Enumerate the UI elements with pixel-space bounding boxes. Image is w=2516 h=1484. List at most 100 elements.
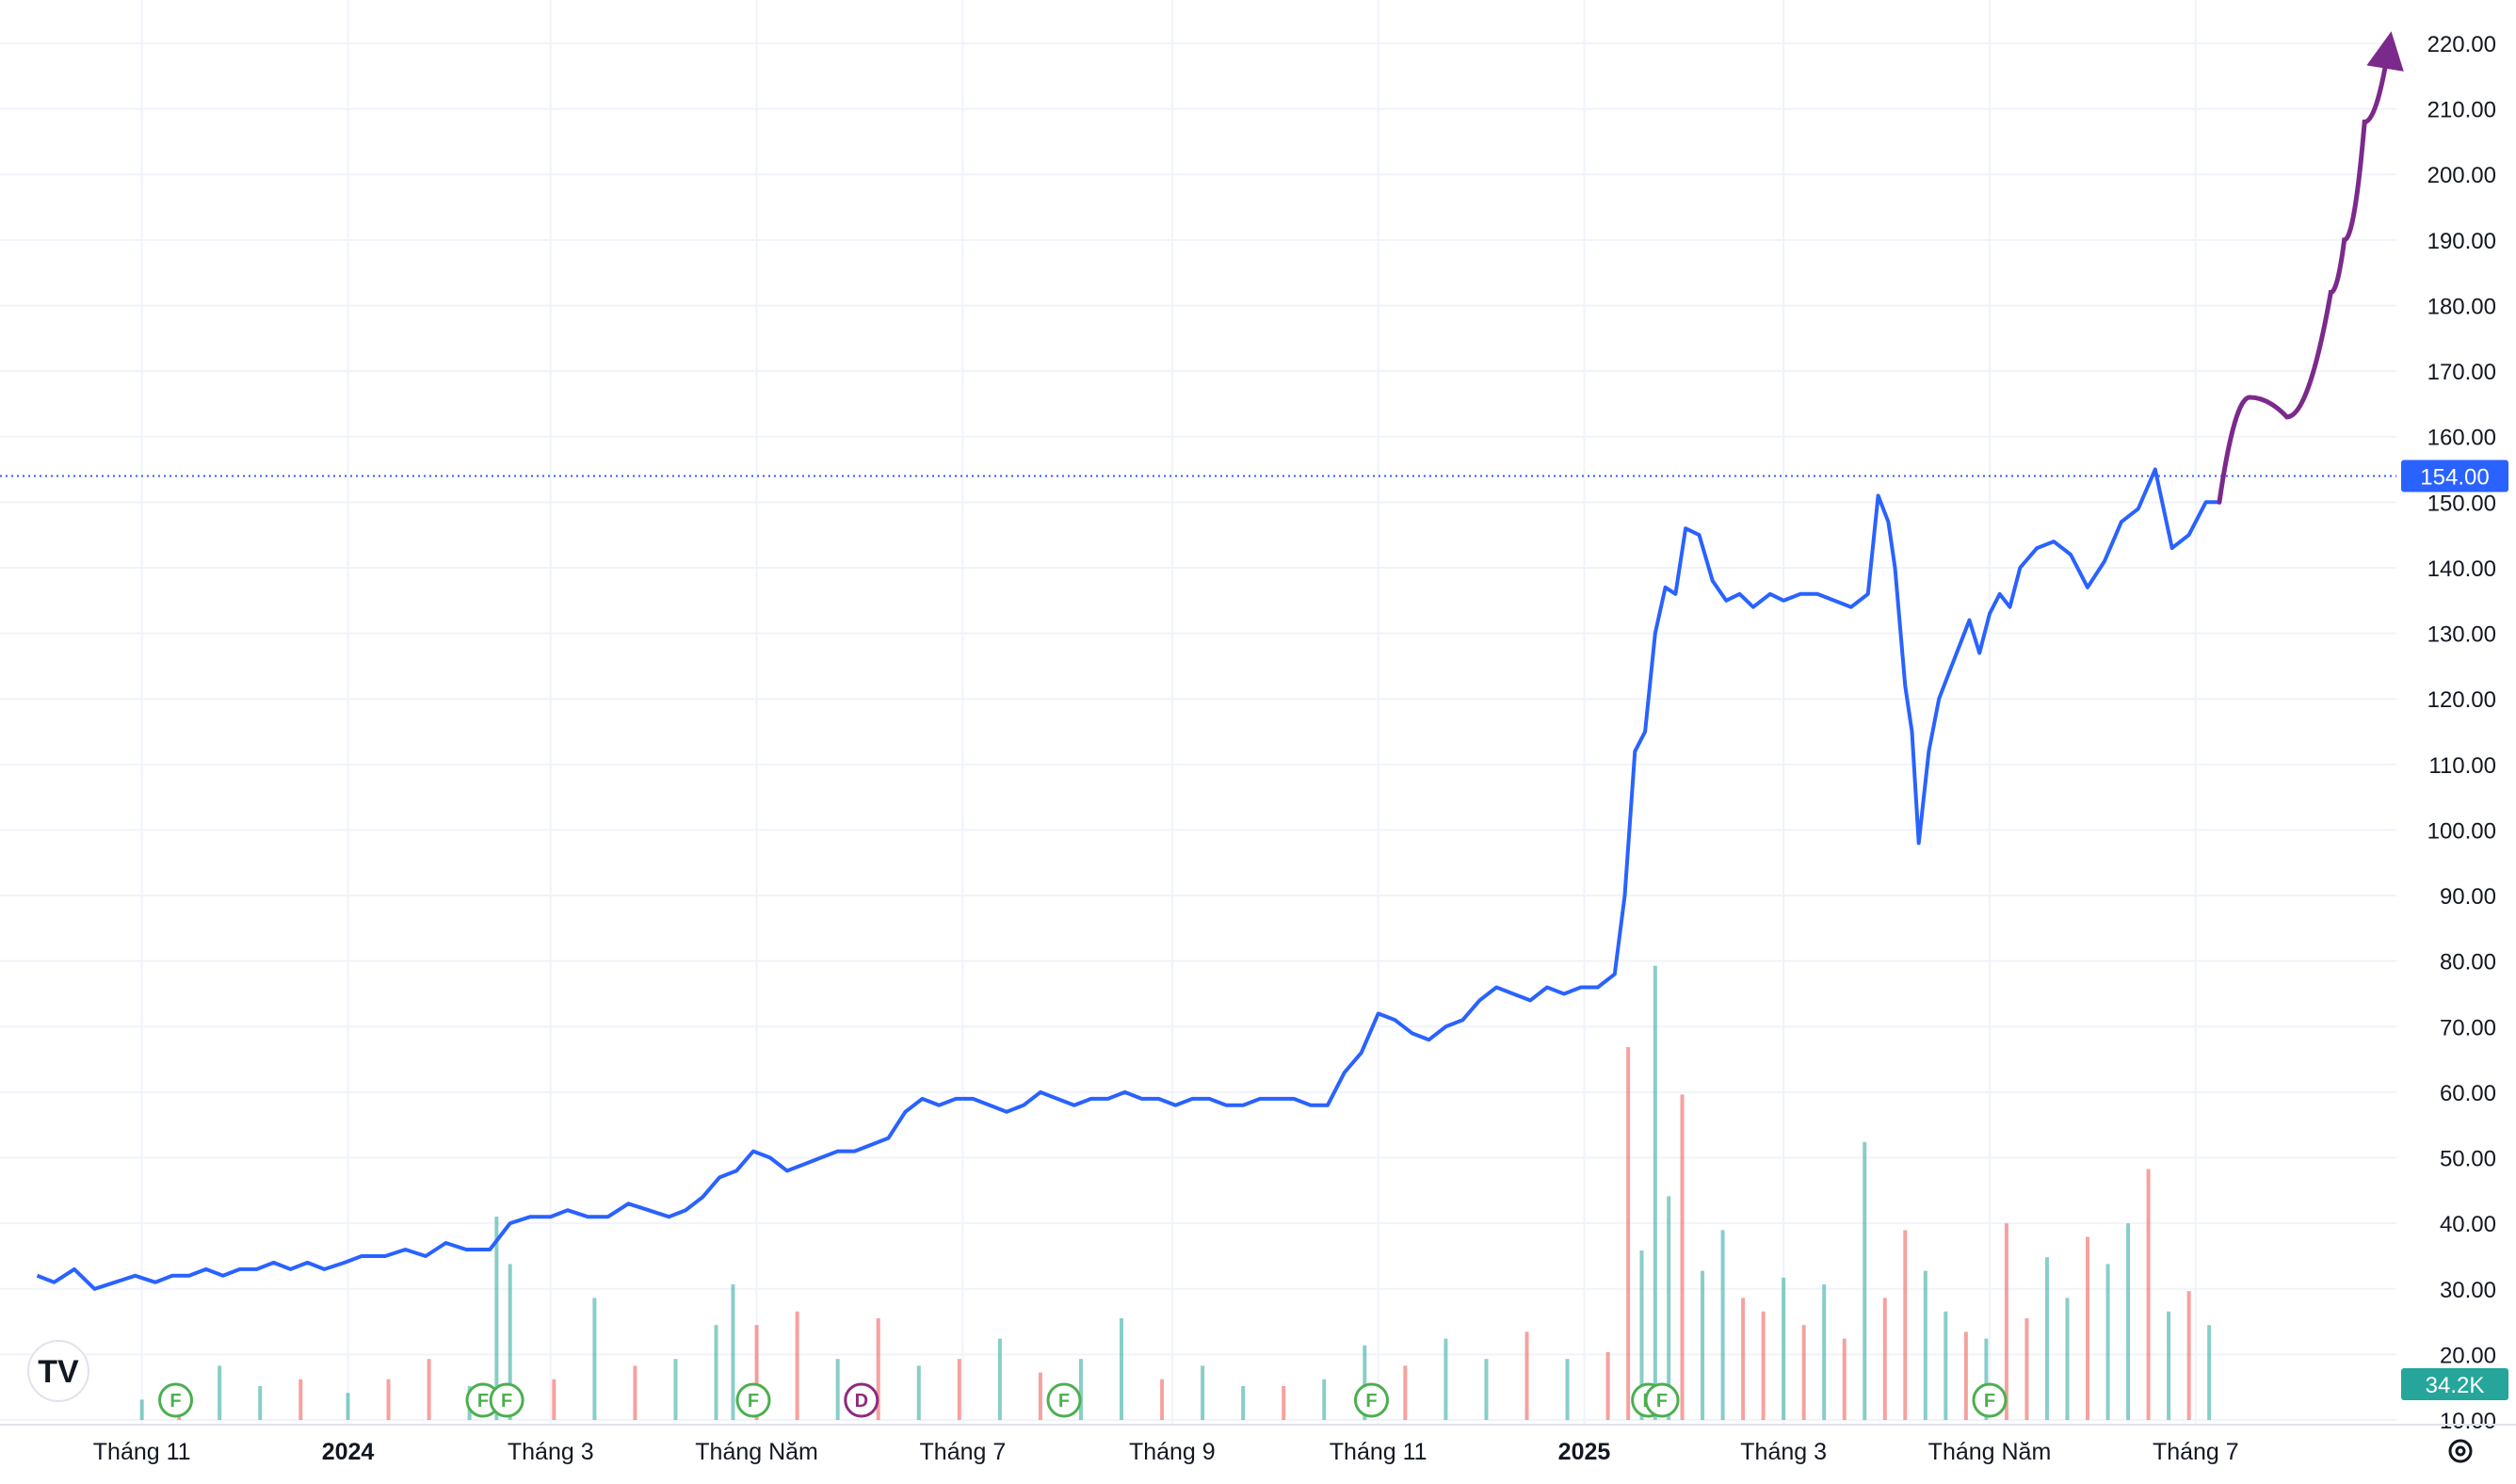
volume-bar xyxy=(754,1325,759,1420)
volume-bar xyxy=(494,1217,499,1420)
volume-bar xyxy=(1882,1298,1887,1420)
logo-badge xyxy=(27,1340,89,1402)
volume-bar xyxy=(1667,1196,1671,1420)
x-tick-label: 2025 xyxy=(1558,1439,1611,1465)
volume-bar xyxy=(1565,1359,1570,1420)
event-marker-circle xyxy=(158,1382,194,1418)
volume-bar xyxy=(1484,1359,1489,1420)
x-tick-label: Tháng 11 xyxy=(93,1439,191,1465)
y-tick-label: 200.00 xyxy=(2427,163,2496,188)
volume-bar xyxy=(1443,1338,1448,1420)
event-marker-label: F xyxy=(1984,1391,1995,1411)
volume-bar xyxy=(835,1359,840,1420)
y-tick-label: 190.00 xyxy=(2427,229,2496,254)
price-badge xyxy=(2401,460,2508,492)
volume-bar xyxy=(258,1386,263,1420)
price-axis[interactable]: 10.00 20.00 30.00 40.00 50.00 60.00 70.00 80.00… xyxy=(2401,32,2508,1434)
volume-bar xyxy=(1078,1359,1083,1420)
event-marker-circle xyxy=(844,1382,879,1418)
price-line-series[interactable] xyxy=(36,467,2219,1291)
volume-bar xyxy=(795,1311,799,1420)
volume-bar xyxy=(1741,1298,1746,1420)
event-marker-label: F xyxy=(1365,1391,1377,1411)
volume-bar xyxy=(592,1298,597,1420)
volume-bar xyxy=(2024,1318,2029,1420)
y-tick-label: 140.00 xyxy=(2427,556,2496,582)
event-marker-circle xyxy=(1972,1382,2008,1418)
volume-bar xyxy=(1653,965,1657,1420)
y-tick-label: 70.00 xyxy=(2440,1015,2496,1040)
tradingview-logo[interactable]: TV xyxy=(27,1340,89,1402)
gear-ring xyxy=(2448,1439,2473,1463)
volume-bars xyxy=(139,965,2212,1420)
volume-bar xyxy=(1984,1338,1989,1420)
volume-bar xyxy=(1842,1338,1847,1420)
volume-bar xyxy=(1241,1386,1246,1420)
volume-bar xyxy=(1322,1379,1327,1420)
volume-bar xyxy=(731,1284,735,1420)
volume-bar xyxy=(673,1359,678,1420)
volume-bar xyxy=(1403,1365,1408,1420)
y-tick-label: 90.00 xyxy=(2440,884,2496,910)
logo-text: TV xyxy=(38,1354,79,1390)
volume-bar xyxy=(386,1379,391,1420)
event-marker[interactable]: F xyxy=(735,1382,771,1418)
event-marker[interactable]: F xyxy=(1972,1382,2008,1418)
y-tick-label: 120.00 xyxy=(2427,687,2496,713)
x-tick-label: Tháng 7 xyxy=(2153,1439,2239,1465)
grid xyxy=(0,0,2396,1424)
event-marker-label: F xyxy=(1058,1391,1070,1411)
volume-bar xyxy=(1761,1311,1766,1420)
volume-bar xyxy=(1605,1352,1610,1420)
time-axis[interactable]: Tháng 11 2024 Tháng 3 Tháng Năm Tháng 7 Tháng… xyxy=(0,1424,2516,1465)
event-marker[interactable]: F xyxy=(489,1382,524,1418)
y-tick-label: 30.00 xyxy=(2440,1278,2496,1303)
volume-bar xyxy=(2065,1298,2070,1420)
volume-bar xyxy=(1120,1318,1124,1420)
x-tick-label: Tháng 3 xyxy=(1740,1439,1827,1465)
event-marker-label: F xyxy=(169,1391,181,1411)
volume-bar xyxy=(2146,1169,2151,1420)
y-tick-label: 170.00 xyxy=(2427,360,2496,385)
volume-bar xyxy=(1639,1250,1644,1420)
volume-bar xyxy=(1903,1230,1908,1420)
event-marker[interactable]: F xyxy=(158,1382,194,1418)
y-tick-label: 110.00 xyxy=(2428,753,2496,779)
volume-bar xyxy=(1822,1284,1827,1420)
event-marker-circle xyxy=(489,1382,524,1418)
price-series[interactable] xyxy=(36,31,2404,1291)
x-tick-label: Tháng 9 xyxy=(1129,1439,1216,1465)
event-marker[interactable]: F xyxy=(1353,1382,1389,1418)
event-marker-circle xyxy=(1353,1382,1389,1418)
volume-bar xyxy=(139,1399,144,1420)
event-marker[interactable]: D xyxy=(844,1382,879,1418)
projection-arrow[interactable] xyxy=(2217,31,2404,505)
volume-bar xyxy=(1801,1325,1806,1420)
volume-bar xyxy=(2105,1264,2110,1420)
volume-bar xyxy=(876,1318,880,1420)
volume-bar xyxy=(427,1359,431,1420)
x-tick-label: Tháng Năm xyxy=(1928,1439,2052,1465)
volume-bar xyxy=(2207,1325,2212,1420)
volume-bar xyxy=(1680,1094,1685,1420)
y-tick-label: 40.00 xyxy=(2440,1212,2496,1237)
y-tick-label: 50.00 xyxy=(2440,1147,2496,1172)
volume-bar xyxy=(2044,1257,2049,1420)
y-tick-label: 130.00 xyxy=(2427,622,2496,648)
event-marker[interactable]: F xyxy=(1046,1382,1082,1418)
volume-bar xyxy=(633,1365,637,1420)
event-marker-label: F xyxy=(1656,1391,1668,1411)
y-tick-label: 20.00 xyxy=(2440,1343,2496,1368)
event-marker-label: D xyxy=(855,1391,868,1411)
volume-bar xyxy=(957,1359,961,1420)
event-markers[interactable]: FFFFDFFFFF xyxy=(158,1382,2008,1418)
settings-gear-icon[interactable] xyxy=(2448,1439,2473,1463)
volume-bar xyxy=(997,1338,1002,1420)
volume-bar xyxy=(2004,1223,2008,1420)
y-tick-label: 80.00 xyxy=(2440,950,2496,976)
event-marker-circle xyxy=(735,1382,771,1418)
volume-bar xyxy=(2167,1311,2171,1420)
event-marker[interactable]: F xyxy=(1644,1382,1680,1418)
